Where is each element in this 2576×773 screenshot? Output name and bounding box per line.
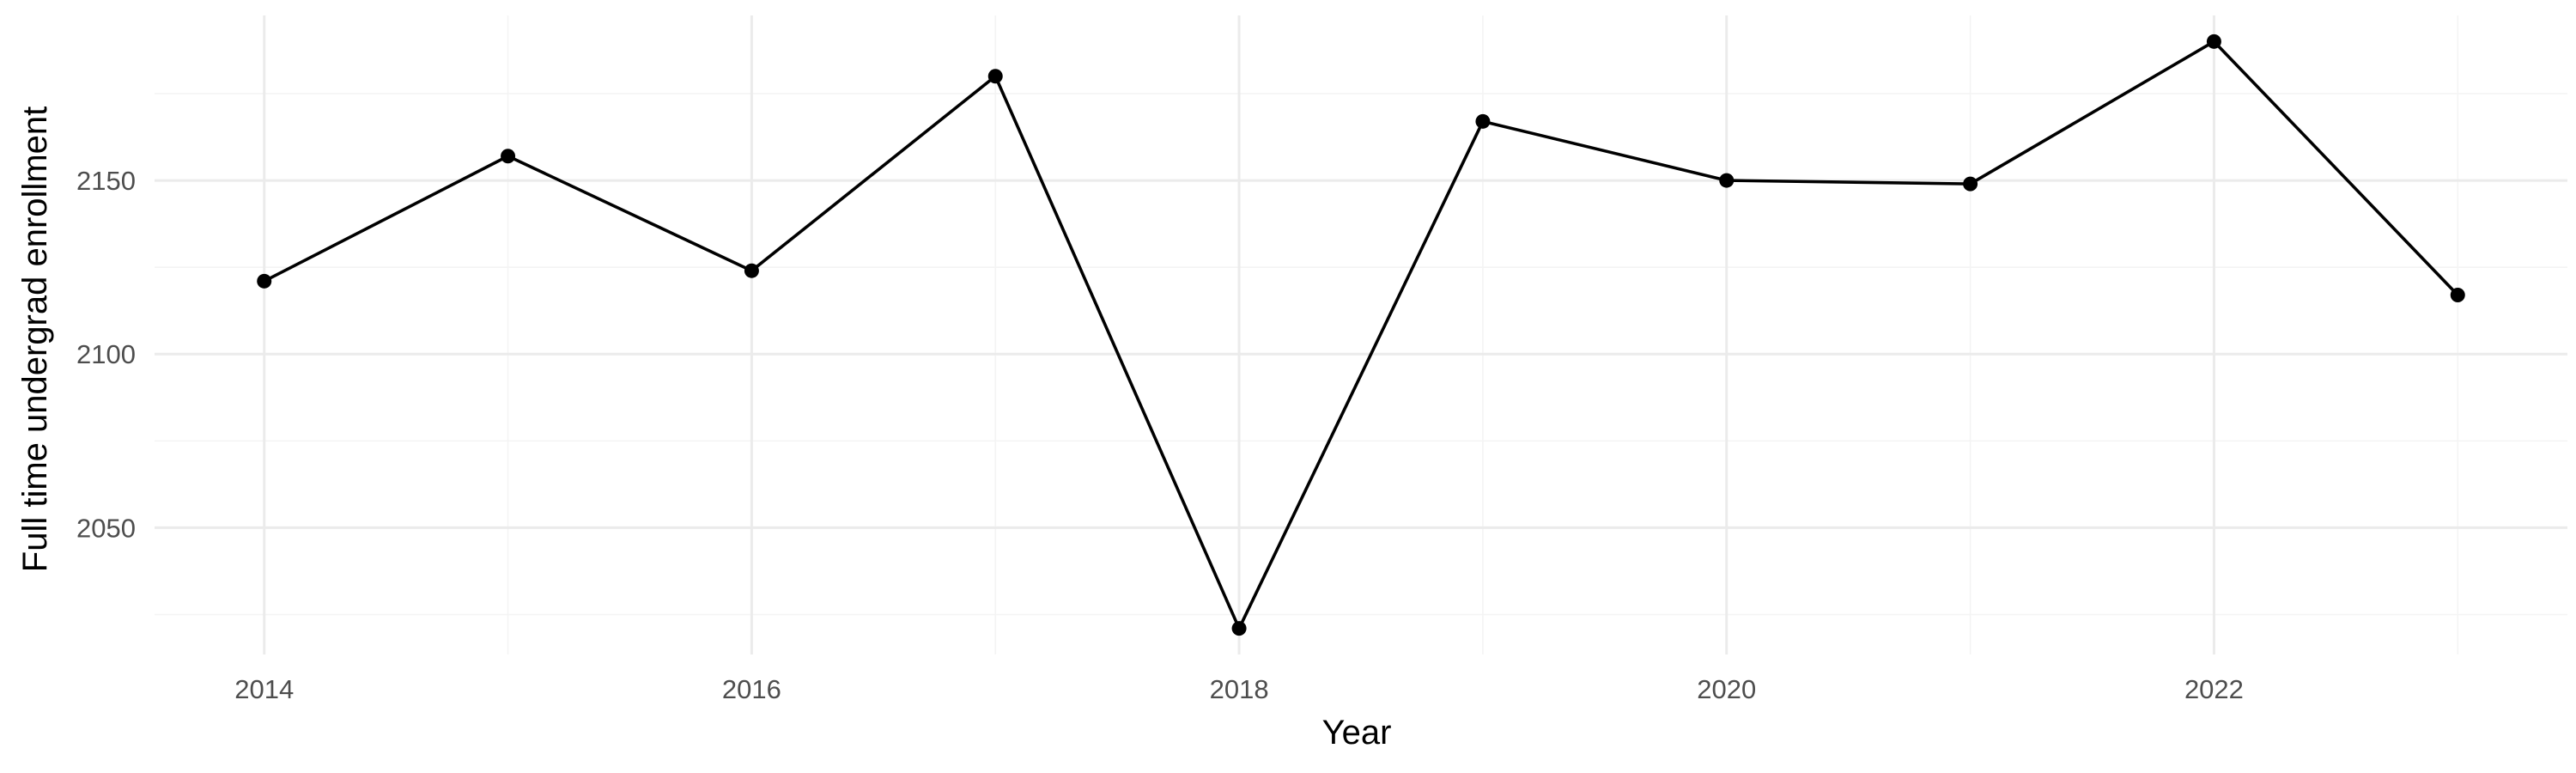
- data-point: [2450, 288, 2465, 302]
- x-axis-title: Year: [1322, 714, 1392, 752]
- data-point: [1475, 113, 1491, 129]
- data-point: [1719, 173, 1735, 188]
- x-tick-label: 2020: [1697, 674, 1756, 704]
- data-point: [987, 69, 1003, 84]
- y-tick-label: 2150: [76, 166, 136, 196]
- y-tick-label: 2050: [76, 513, 136, 543]
- data-point: [501, 149, 516, 164]
- x-tick-label: 2014: [234, 674, 294, 704]
- data-point: [2206, 33, 2221, 49]
- y-tick-label: 2100: [76, 339, 136, 369]
- tick-label-layer: 2014 2016 2018 2020 2022 2050 2100 2150: [76, 166, 2244, 704]
- data-point: [1231, 621, 1247, 636]
- data-point: [257, 273, 272, 289]
- y-axis-title: Full time undergrad enrollment: [16, 107, 54, 572]
- data-point: [744, 263, 759, 278]
- data-point: [1963, 176, 1978, 192]
- x-tick-label: 2022: [2184, 674, 2244, 704]
- x-tick-label: 2018: [1210, 674, 1269, 704]
- grid-layer: [155, 15, 2567, 654]
- series-layer: [257, 33, 2465, 636]
- x-tick-label: 2016: [722, 674, 781, 704]
- series-line: [263, 40, 2459, 630]
